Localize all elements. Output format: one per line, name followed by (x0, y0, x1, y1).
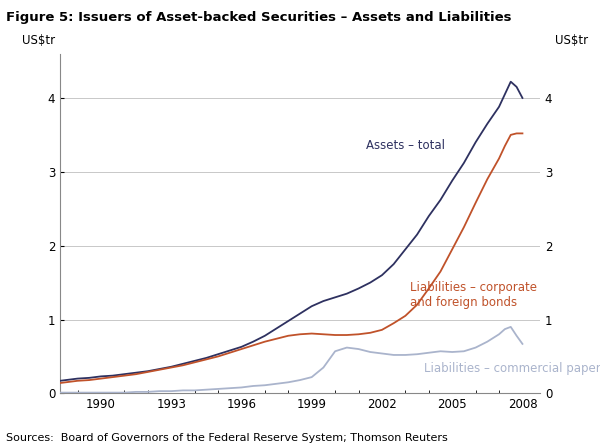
Text: US$tr: US$tr (22, 34, 55, 47)
Text: Assets – total: Assets – total (365, 139, 445, 152)
Text: Figure 5: Issuers of Asset-backed Securities – Assets and Liabilities: Figure 5: Issuers of Asset-backed Securi… (6, 11, 511, 24)
Text: Liabilities – corporate
and foreign bonds: Liabilities – corporate and foreign bond… (410, 281, 537, 309)
Text: Liabilities – commercial paper: Liabilities – commercial paper (424, 363, 600, 375)
Text: US$tr: US$tr (555, 34, 588, 47)
Text: Sources:  Board of Governors of the Federal Reserve System; Thomson Reuters: Sources: Board of Governors of the Feder… (6, 433, 448, 443)
